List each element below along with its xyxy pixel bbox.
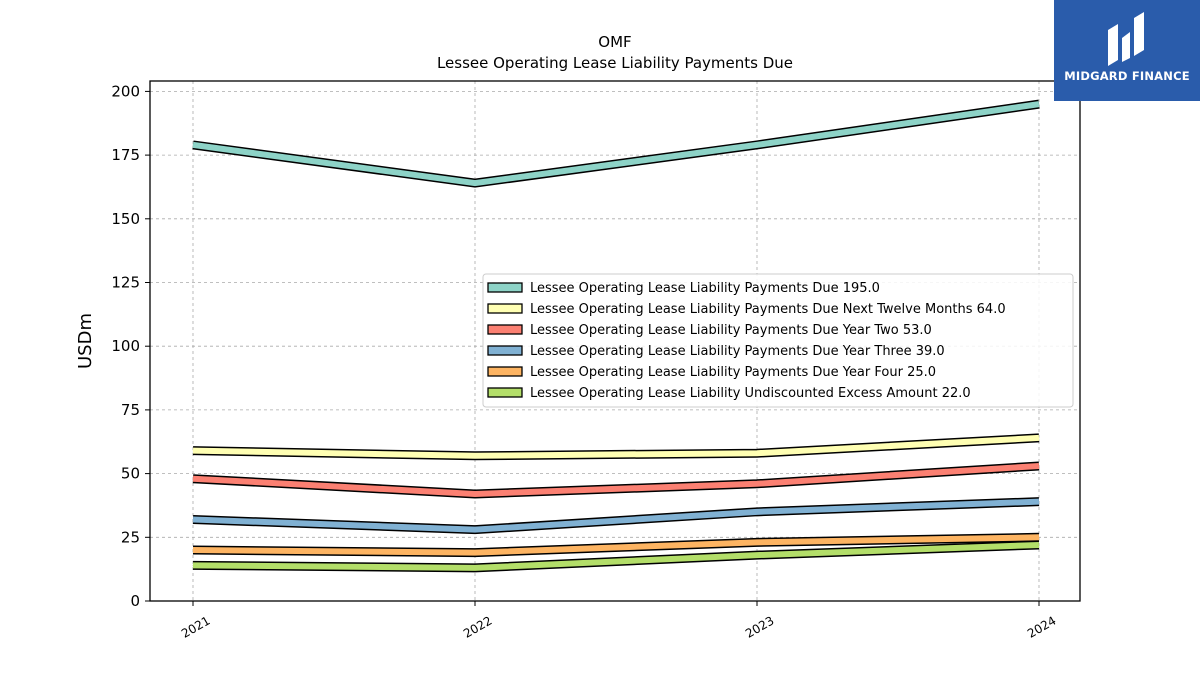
y-axis: 0 25 50 75 100 125 150 175 200 — [111, 82, 150, 610]
series — [192, 497, 1040, 535]
legend-box — [482, 273, 1074, 408]
series-line — [192, 498, 1040, 533]
data-point — [192, 518, 194, 520]
series — [192, 461, 1040, 499]
legend-swatch — [487, 366, 523, 377]
legend: Lessee Operating Lease Liability Payment… — [482, 273, 1074, 408]
data-point — [192, 450, 194, 452]
data-point — [756, 554, 758, 556]
series-line — [192, 534, 1040, 556]
data-point — [1038, 544, 1040, 546]
legend-label: Lessee Operating Lease Liability Payment… — [530, 281, 880, 296]
data-point — [192, 564, 194, 566]
data-point — [1038, 437, 1040, 439]
data-point — [756, 511, 758, 513]
data-point — [1038, 103, 1040, 105]
data-point — [474, 455, 476, 457]
data-point — [474, 529, 476, 531]
y-tick-label: 75 — [121, 401, 140, 419]
data-point — [1038, 501, 1040, 503]
data-point — [1038, 536, 1040, 538]
legend-label: Lessee Operating Lease Liability Payment… — [530, 365, 936, 380]
y-tick-label: 50 — [121, 465, 140, 483]
data-point — [474, 567, 476, 569]
y-tick-label: 150 — [111, 210, 140, 228]
legend-swatch — [487, 387, 523, 398]
chart-title: OMF — [598, 33, 631, 51]
legend-label: Lessee Operating Lease Liability Payment… — [530, 323, 932, 338]
y-tick-label: 100 — [111, 337, 140, 355]
data-point — [1038, 465, 1040, 467]
legend-swatch — [487, 324, 523, 335]
series — [192, 540, 1040, 573]
data-point — [192, 549, 194, 551]
legend-swatch — [487, 345, 523, 356]
data-point — [756, 483, 758, 485]
data-point — [474, 493, 476, 495]
data-point — [474, 552, 476, 554]
series-line — [192, 101, 1040, 187]
series — [192, 532, 1040, 558]
x-tick-label: 2023 — [743, 613, 776, 640]
data-point — [756, 452, 758, 454]
series-line — [192, 462, 1040, 497]
y-tick-label: 0 — [130, 592, 140, 610]
data-point — [756, 144, 758, 146]
series-line — [192, 434, 1040, 459]
legend-label: Lessee Operating Lease Liability Undisco… — [530, 386, 971, 401]
x-tick-label: 2022 — [461, 613, 494, 640]
y-tick-label: 125 — [111, 274, 140, 292]
series-layer — [192, 99, 1040, 573]
logo-text: MIDGARD FINANCE — [1064, 69, 1190, 83]
plot-frame — [149, 80, 1081, 602]
legend-label: Lessee Operating Lease Liability Payment… — [530, 302, 1006, 317]
series-line — [192, 541, 1040, 571]
y-tick-label: 200 — [111, 82, 140, 100]
x-axis: 2021 2022 2023 2024 — [179, 601, 1059, 641]
y-tick-label: 25 — [121, 528, 140, 546]
logo-mark-icon — [1108, 12, 1144, 66]
x-tick-label: 2021 — [179, 613, 212, 640]
chart-subtitle: Lessee Operating Lease Liability Payment… — [437, 54, 793, 72]
data-point — [192, 478, 194, 480]
series — [192, 99, 1040, 188]
series-line-outline — [192, 99, 1040, 188]
data-point — [756, 541, 758, 543]
midgard-finance-logo: MIDGARD FINANCE — [1054, 0, 1200, 101]
legend-swatch — [487, 282, 523, 293]
legend-swatch — [487, 303, 523, 314]
data-point — [474, 182, 476, 184]
data-point — [192, 144, 194, 146]
y-tick-label: 175 — [111, 146, 140, 164]
x-tick-label: 2024 — [1025, 613, 1058, 640]
legend-label: Lessee Operating Lease Liability Payment… — [530, 344, 945, 359]
series — [192, 433, 1040, 461]
y-axis-label: USDm — [75, 313, 96, 369]
